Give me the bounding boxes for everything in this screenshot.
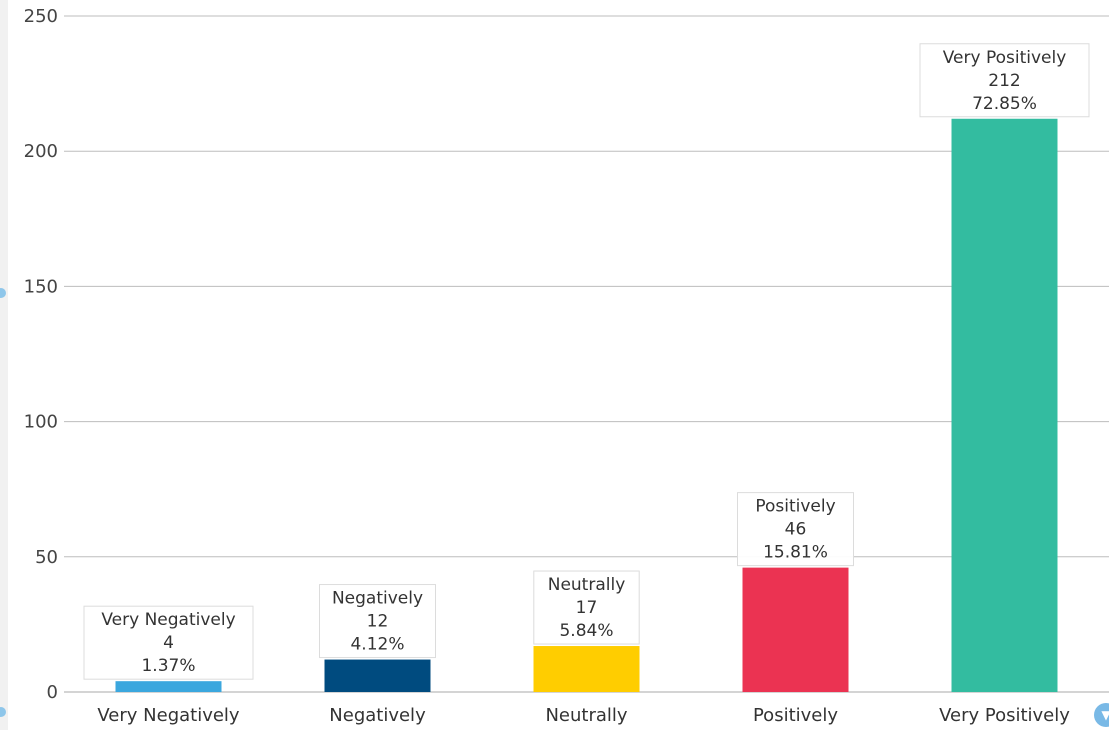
data-label-value: 46 <box>785 520 807 540</box>
data-label-percent: 15.81% <box>763 543 828 563</box>
panel-handle-icon[interactable] <box>0 288 6 298</box>
data-label-category: Very Negatively <box>101 610 235 630</box>
data-label-category: Neutrally <box>548 575 626 595</box>
x-tick-label: Neutrally <box>545 705 627 726</box>
x-tick-label: Very Positively <box>939 705 1070 726</box>
left-panel-edge <box>0 0 8 730</box>
y-tick-label: 50 <box>35 547 58 568</box>
data-label-category: Positively <box>755 497 835 517</box>
bar[interactable] <box>742 567 849 692</box>
bars <box>115 118 1058 692</box>
data-labels: Very Negatively 4 1.37% Negatively 12 4.12% Ne… <box>83 43 1090 680</box>
y-tick-label: 100 <box>24 412 58 433</box>
x-tick-label: Very Negatively <box>97 705 240 726</box>
y-tick-label: 250 <box>24 6 58 27</box>
data-label-value: 17 <box>576 598 598 618</box>
data-label-percent: 1.37% <box>141 656 195 676</box>
data-label-percent: 72.85% <box>972 94 1037 114</box>
data-label-box <box>737 492 854 567</box>
panel-handle-icon[interactable] <box>0 707 6 717</box>
y-tick-label: 200 <box>24 141 58 162</box>
bar[interactable] <box>324 659 431 692</box>
filter-icon[interactable]: ▼ <box>1094 703 1109 727</box>
bar[interactable] <box>951 118 1058 692</box>
x-tick-label: Positively <box>753 705 838 726</box>
x-axis-ticks: Very Negatively Negatively Neutrally Positi… <box>97 705 1070 726</box>
data-label-value: 212 <box>988 71 1020 91</box>
data-label-value: 4 <box>163 633 174 653</box>
y-tick-label: 0 <box>47 682 58 703</box>
bar[interactable] <box>115 681 222 692</box>
data-label-box <box>319 584 436 659</box>
data-label-box <box>919 43 1090 118</box>
data-label-category: Negatively <box>332 589 423 609</box>
data-label-category: Very Positively <box>943 48 1067 68</box>
data-label-box <box>83 605 254 680</box>
bar[interactable] <box>533 646 640 692</box>
data-label-percent: 4.12% <box>350 635 404 655</box>
data-label-value: 12 <box>367 612 389 632</box>
data-label-percent: 5.84% <box>559 621 613 641</box>
gridlines <box>64 15 1109 693</box>
y-tick-label: 150 <box>24 276 58 297</box>
y-axis-ticks: 0 50 100 150 200 250 <box>24 6 58 703</box>
x-tick-label: Negatively <box>329 705 426 726</box>
data-label-box <box>533 570 640 645</box>
